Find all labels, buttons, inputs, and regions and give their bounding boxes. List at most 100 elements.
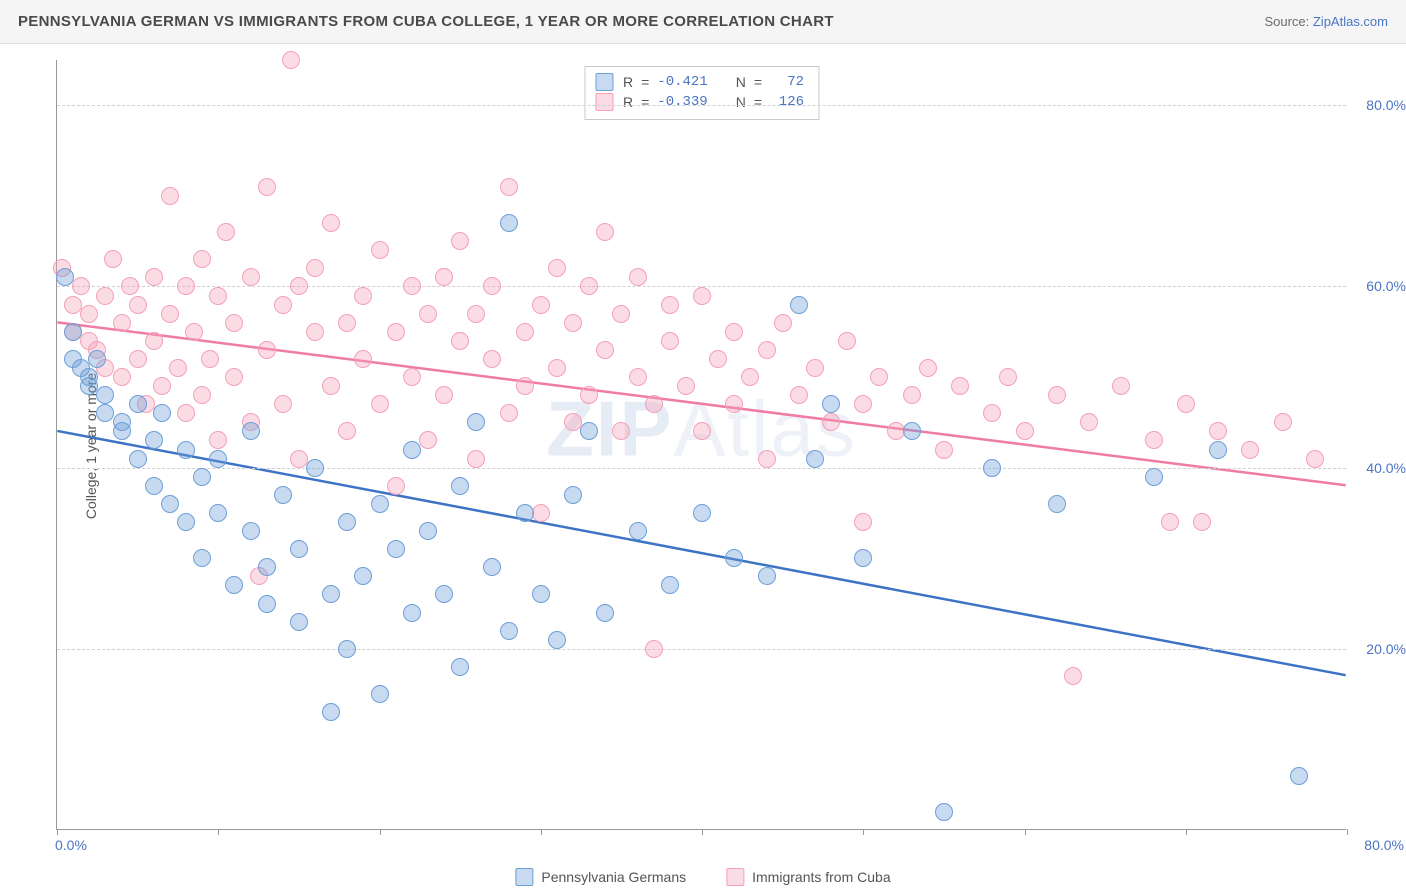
legend-item-blue: Pennsylvania Germans — [515, 868, 686, 886]
x-tick — [1186, 829, 1187, 835]
scatter-point-blue — [629, 522, 647, 540]
scatter-point-pink — [1080, 413, 1098, 431]
scatter-point-pink — [169, 359, 187, 377]
gridline-horizontal — [57, 105, 1346, 106]
scatter-point-blue — [129, 450, 147, 468]
scatter-point-pink — [338, 314, 356, 332]
scatter-point-pink — [129, 350, 147, 368]
scatter-point-blue — [435, 585, 453, 603]
scatter-point-pink — [725, 323, 743, 341]
scatter-point-pink — [435, 386, 453, 404]
scatter-point-pink — [193, 386, 211, 404]
scatter-point-blue — [403, 604, 421, 622]
scatter-point-blue — [500, 622, 518, 640]
scatter-point-pink — [161, 305, 179, 323]
scatter-point-pink — [451, 232, 469, 250]
scatter-point-pink — [80, 305, 98, 323]
source-link[interactable]: ZipAtlas.com — [1313, 14, 1388, 29]
scatter-point-blue — [451, 658, 469, 676]
scatter-point-pink — [467, 305, 485, 323]
scatter-point-blue — [177, 441, 195, 459]
legend-label: Immigrants from Cuba — [752, 869, 890, 885]
scatter-point-pink — [854, 513, 872, 531]
scatter-point-pink — [693, 422, 711, 440]
scatter-point-blue — [854, 549, 872, 567]
scatter-point-blue — [532, 585, 550, 603]
scatter-point-blue — [56, 268, 74, 286]
scatter-point-pink — [1048, 386, 1066, 404]
scatter-point-pink — [774, 314, 792, 332]
x-tick — [702, 829, 703, 835]
scatter-point-pink — [532, 504, 550, 522]
scatter-point-pink — [290, 277, 308, 295]
scatter-point-blue — [403, 441, 421, 459]
scatter-point-pink — [435, 268, 453, 286]
scatter-point-pink — [725, 395, 743, 413]
equals-sign: = — [641, 94, 649, 110]
scatter-point-blue — [500, 214, 518, 232]
scatter-point-pink — [741, 368, 759, 386]
x-tick — [1347, 829, 1348, 835]
scatter-point-pink — [661, 296, 679, 314]
scatter-point-pink — [217, 223, 235, 241]
scatter-point-blue — [1209, 441, 1227, 459]
scatter-point-pink — [677, 377, 695, 395]
r-label: R — [623, 94, 633, 110]
scatter-point-pink — [354, 287, 372, 305]
scatter-point-blue — [483, 558, 501, 576]
scatter-point-blue — [96, 386, 114, 404]
scatter-point-blue — [983, 459, 1001, 477]
scatter-point-pink — [467, 450, 485, 468]
n-label: N — [736, 74, 746, 90]
scatter-point-pink — [72, 277, 90, 295]
scatter-point-pink — [242, 268, 260, 286]
scatter-point-pink — [322, 214, 340, 232]
scatter-point-pink — [161, 187, 179, 205]
scatter-point-pink — [483, 277, 501, 295]
scatter-point-pink — [483, 350, 501, 368]
y-tick-label: 20.0% — [1351, 641, 1406, 657]
scatter-point-pink — [306, 259, 324, 277]
scatter-point-blue — [661, 576, 679, 594]
scatter-point-blue — [161, 495, 179, 513]
scatter-point-pink — [419, 305, 437, 323]
scatter-point-blue — [209, 504, 227, 522]
scatter-point-pink — [145, 268, 163, 286]
scatter-point-pink — [1145, 431, 1163, 449]
r-label: R — [623, 74, 633, 90]
scatter-point-blue — [145, 477, 163, 495]
scatter-point-blue — [451, 477, 469, 495]
scatter-point-pink — [500, 404, 518, 422]
scatter-point-pink — [580, 386, 598, 404]
scatter-point-pink — [596, 223, 614, 241]
series-legend: Pennsylvania Germans Immigrants from Cub… — [515, 868, 890, 886]
scatter-point-pink — [1177, 395, 1195, 413]
scatter-point-pink — [629, 368, 647, 386]
equals-sign: = — [754, 94, 762, 110]
scatter-point-blue — [129, 395, 147, 413]
scatter-point-pink — [999, 368, 1017, 386]
scatter-point-pink — [225, 368, 243, 386]
scatter-point-blue — [80, 377, 98, 395]
scatter-point-pink — [1209, 422, 1227, 440]
scatter-point-pink — [758, 450, 776, 468]
scatter-point-pink — [403, 277, 421, 295]
scatter-point-pink — [225, 314, 243, 332]
scatter-point-blue — [322, 585, 340, 603]
swatch-pink — [595, 93, 613, 111]
scatter-point-pink — [1306, 450, 1324, 468]
scatter-point-blue — [822, 395, 840, 413]
scatter-point-pink — [338, 422, 356, 440]
scatter-point-pink — [790, 386, 808, 404]
gridline-horizontal — [57, 649, 1346, 650]
scatter-point-pink — [403, 368, 421, 386]
scatter-point-pink — [612, 305, 630, 323]
scatter-point-blue — [1290, 767, 1308, 785]
x-tick — [218, 829, 219, 835]
scatter-point-blue — [322, 703, 340, 721]
equals-sign: = — [754, 74, 762, 90]
scatter-point-pink — [193, 250, 211, 268]
x-tick — [380, 829, 381, 835]
x-tick — [57, 829, 58, 835]
chart-title: PENNSYLVANIA GERMAN VS IMMIGRANTS FROM C… — [18, 13, 834, 30]
